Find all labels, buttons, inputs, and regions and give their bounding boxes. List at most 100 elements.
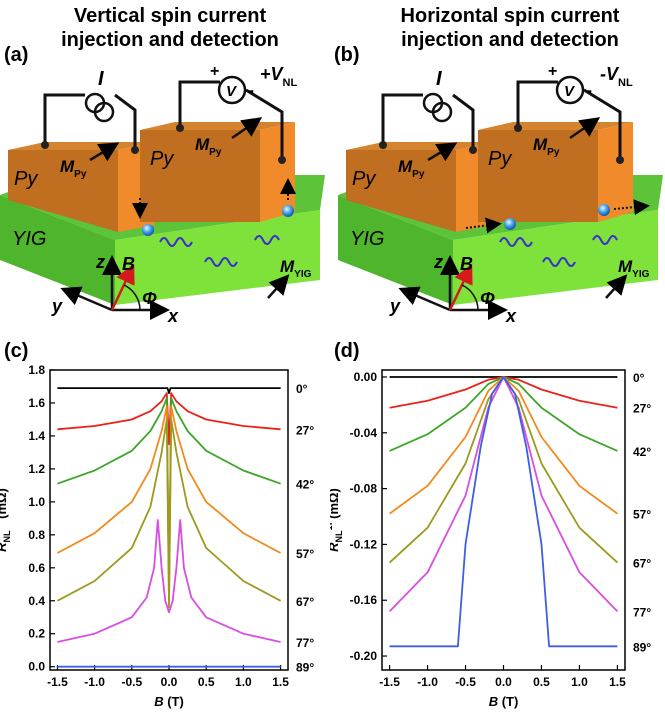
spin-arrow-b1 (465, 217, 502, 234)
plus-a: + (210, 63, 219, 80)
x-tick-label: -1.5 (379, 675, 400, 689)
spin-ball-a2 (282, 205, 294, 217)
spin-ball-a1 (142, 224, 154, 236)
py1-front-b (346, 150, 456, 232)
voltmeter-label-b: V (564, 83, 576, 100)
y-tick-label: 1.4 (28, 429, 45, 443)
mpy2-arrow-a (231, 117, 263, 140)
py2-end-a (260, 122, 295, 222)
myig-arrow-b (605, 274, 628, 299)
py1-label-a: Py (14, 168, 38, 190)
panel-label-d: (d) (334, 340, 360, 362)
panel-label-b: (b) (334, 44, 360, 66)
wire-i-a (43, 93, 85, 145)
x-tick-label: 0.5 (533, 675, 550, 689)
series-label: 57° (633, 508, 651, 522)
x-tick-label: 1.5 (609, 675, 626, 689)
magnon-wave-b3 (592, 235, 618, 245)
axis-x-label-a: x (167, 306, 179, 326)
y-tick-label: 0.6 (28, 561, 45, 575)
minus-a: - (248, 80, 254, 100)
current-source-ring-b (431, 101, 453, 123)
yig-front-b (338, 195, 453, 305)
schematic-a: YIG Py Py I V + - +VNL MPy MPy (0, 63, 325, 326)
series-label: 0° (633, 371, 645, 385)
py1-label-b: Py (352, 168, 376, 190)
series-line (389, 376, 618, 452)
series-line (389, 376, 618, 409)
series-label: 89° (633, 640, 651, 654)
contact-b2 (469, 146, 477, 154)
axis-z-label-a: z (95, 252, 105, 272)
y-tick-label: 0.4 (28, 594, 45, 608)
magnon-wave-b1 (499, 237, 533, 247)
schematic-b: YIG Py Py I V + - -VNL MPy MPy (338, 63, 663, 326)
angle-label-a: Φ (142, 288, 157, 308)
title-vertical-line2: injection and detection (61, 29, 279, 51)
current-label-b: I (436, 68, 442, 90)
wire-i2-b (452, 93, 475, 150)
vnl-label-a: +VNL (260, 64, 297, 89)
x-tick-label: -0.5 (455, 675, 476, 689)
panel-label-c: (c) (4, 340, 29, 362)
mpy1-label-a: MPy (60, 157, 87, 180)
x-axis-label: B (T) (489, 694, 519, 709)
plus-b: + (548, 63, 557, 80)
y-tick-label: 1.6 (28, 396, 45, 410)
x-tick-label: 0.0 (161, 675, 178, 689)
contact-a2 (131, 146, 139, 154)
series-line (56, 418, 282, 609)
y-axis-label: RNL1f (mΩ) (0, 488, 12, 552)
y-tick-label: -0.12 (350, 537, 378, 551)
series-label: 89° (296, 661, 314, 675)
x-tick-label: 1.0 (571, 675, 588, 689)
myig-label-a: MYIG (280, 257, 312, 280)
mpy2-label-a: MPy (195, 135, 222, 158)
series-line (57, 519, 281, 643)
wire-i2-a (114, 93, 137, 150)
field-arrow-a (110, 263, 135, 311)
field-label-b: B (460, 254, 473, 274)
yig-label-b: YIG (350, 228, 384, 250)
contact-a1 (41, 141, 49, 149)
chart-c: -1.5 -1.0 -0.5 0.0 0.5 1.0 1.5 0.0 0.2 0.4 0.6 0.8 1… (0, 363, 314, 709)
y-tick-label: 0.2 (28, 627, 45, 641)
series-label: 57° (296, 547, 314, 561)
contact-b3 (514, 124, 522, 132)
angle-label-b: Φ (480, 288, 495, 308)
y-tick-label: -0.04 (350, 426, 378, 440)
title-vertical-line1: Vertical spin current (73, 5, 267, 27)
angle-arc-b (461, 284, 479, 311)
series-label: 0° (296, 382, 308, 396)
title-horizontal: Horizontal spin current injection and de… (360, 4, 660, 52)
title-horizontal-line2: injection and detection (401, 29, 619, 51)
wire-v-a (178, 80, 220, 128)
x-tick-label: -1.0 (84, 675, 105, 689)
current-source-ring-a (93, 101, 115, 123)
x-tick-label: -1.5 (47, 675, 68, 689)
series-label: 42° (633, 445, 651, 459)
schematics: YIG Py Py I V + - +VNL MPy MPy (0, 63, 663, 326)
series-label: 67° (296, 595, 314, 609)
series-label: 27° (633, 402, 651, 416)
py2-label-b: Py (488, 148, 512, 170)
magnon-wave-a2 (204, 257, 238, 267)
plot-frame (381, 369, 626, 671)
py2-label-a: Py (150, 148, 174, 170)
title-horizontal-line1: Horizontal spin current (400, 5, 620, 27)
py2-end-b (598, 122, 633, 222)
axis-z-label-b: z (433, 252, 443, 272)
y-axis-label: RNL1f (mΩ) (330, 488, 344, 552)
x-tick-label: 1.0 (235, 675, 252, 689)
py1-front-a (8, 150, 118, 232)
spin-ball-b2 (598, 204, 610, 216)
angle-arc-a (123, 284, 141, 311)
y-tick-label: 1.8 (28, 363, 45, 377)
contact-b4 (616, 156, 624, 164)
contact-b1 (379, 141, 387, 149)
series-label: 42° (296, 478, 314, 492)
series-line (57, 392, 281, 446)
axis-y-label-b: y (389, 296, 401, 316)
x-tick-label: 0.0 (495, 675, 512, 689)
y-tick-label: -0.20 (350, 649, 378, 663)
